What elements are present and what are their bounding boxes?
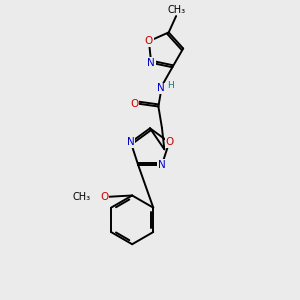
Text: CH₃: CH₃ <box>72 192 91 202</box>
Text: O: O <box>101 192 109 202</box>
Text: N: N <box>127 137 135 147</box>
Text: O: O <box>130 98 138 109</box>
Text: O: O <box>145 36 153 46</box>
Text: N: N <box>158 160 166 170</box>
Text: H: H <box>167 81 174 90</box>
Text: O: O <box>165 137 173 147</box>
Text: CH₃: CH₃ <box>167 4 185 14</box>
Text: N: N <box>147 58 155 68</box>
Text: N: N <box>157 83 165 93</box>
